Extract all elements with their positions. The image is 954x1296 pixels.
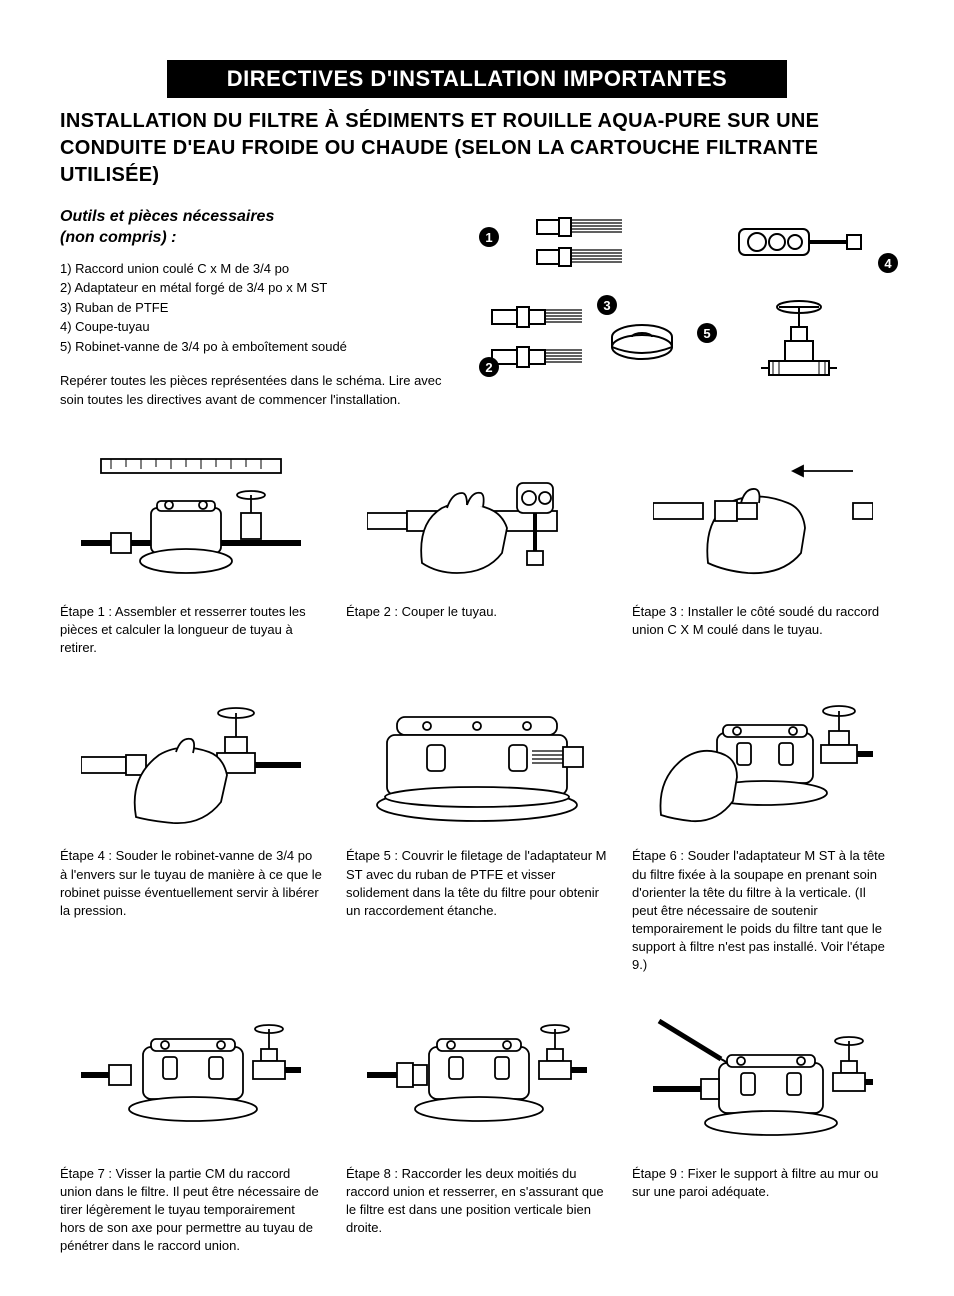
tool-item-2: 2) Adaptateur en métal forgé de 3/4 po x… bbox=[60, 278, 467, 298]
part-badge-3: 3 bbox=[597, 295, 617, 315]
top-row: Outils et pièces nécessaires (non compri… bbox=[60, 207, 894, 423]
tool-item-3: 3) Ruban de PTFE bbox=[60, 298, 467, 318]
step-4: Étape 4 : Souder le robinet-vanne de 3/4… bbox=[60, 697, 322, 974]
tools-heading-line2: (non compris) : bbox=[60, 229, 176, 246]
step-9: Étape 9 : Fixer le support à filtre au m… bbox=[632, 1015, 894, 1256]
step-1-text: Étape 1 : Assembler et resserrer toutes … bbox=[60, 603, 322, 658]
tool-item-5: 5) Robinet-vanne de 3/4 po à emboîtement… bbox=[60, 337, 467, 357]
step-8-figure bbox=[367, 1015, 587, 1155]
step-9-text: Étape 9 : Fixer le support à filtre au m… bbox=[632, 1165, 894, 1201]
parts-diagram: 1 4 bbox=[487, 207, 894, 423]
tool-item-1: 1) Raccord union coulé C x M de 3/4 po bbox=[60, 259, 467, 279]
step-9-figure bbox=[653, 1015, 873, 1155]
part-badge-4: 4 bbox=[878, 253, 898, 273]
step-7-text: Étape 7 : Visser la partie CM du raccord… bbox=[60, 1165, 322, 1256]
intro-text: Repérer toutes les pièces représentées d… bbox=[60, 372, 467, 410]
pipe-cutter-icon bbox=[729, 207, 869, 277]
step-4-text: Étape 4 : Souder le robinet-vanne de 3/4… bbox=[60, 847, 322, 920]
page-title: INSTALLATION DU FILTRE À SÉDIMENTS ET RO… bbox=[60, 108, 894, 189]
step-7-figure bbox=[81, 1015, 301, 1155]
part-5-cell: 5 bbox=[703, 297, 894, 387]
tools-column: Outils et pièces nécessaires (non compri… bbox=[60, 207, 467, 423]
step-2: Étape 2 : Couper le tuyau. bbox=[346, 453, 608, 658]
tool-item-4: 4) Coupe-tuyau bbox=[60, 317, 467, 337]
part-1-cell: 1 bbox=[487, 207, 687, 277]
tools-heading: Outils et pièces nécessaires (non compri… bbox=[60, 207, 467, 249]
step-3-figure bbox=[653, 453, 873, 593]
adapter-tape-icon bbox=[487, 302, 687, 382]
step-7: Étape 7 : Visser la partie CM du raccord… bbox=[60, 1015, 322, 1256]
part-badge-5: 5 bbox=[697, 323, 717, 343]
union-fitting-icon bbox=[532, 212, 642, 272]
step-6-figure bbox=[653, 697, 873, 837]
gate-valve-icon bbox=[749, 297, 849, 387]
steps-grid: Étape 1 : Assembler et resserrer toutes … bbox=[60, 453, 894, 1256]
step-1: Étape 1 : Assembler et resserrer toutes … bbox=[60, 453, 322, 658]
banner-title: DIRECTIVES D'INSTALLATION IMPORTANTES bbox=[167, 60, 787, 98]
step-3-text: Étape 3 : Installer le côté soudé du rac… bbox=[632, 603, 894, 639]
step-6: Étape 6 : Souder l'adaptateur M ST à la … bbox=[632, 697, 894, 974]
part-2-3-cell: 2 3 bbox=[487, 297, 687, 387]
step-2-figure bbox=[367, 453, 587, 593]
part-badge-2: 2 bbox=[479, 357, 499, 377]
step-3: Étape 3 : Installer le côté soudé du rac… bbox=[632, 453, 894, 658]
step-8-text: Étape 8 : Raccorder les deux moitiés du … bbox=[346, 1165, 608, 1238]
tools-heading-line1: Outils et pièces nécessaires bbox=[60, 208, 274, 225]
step-1-figure bbox=[81, 453, 301, 593]
step-2-text: Étape 2 : Couper le tuyau. bbox=[346, 603, 608, 621]
tools-list: 1) Raccord union coulé C x M de 3/4 po 2… bbox=[60, 259, 467, 357]
step-6-text: Étape 6 : Souder l'adaptateur M ST à la … bbox=[632, 847, 894, 974]
step-5-figure bbox=[367, 697, 587, 837]
step-5: Étape 5 : Couvrir le filetage de l'adapt… bbox=[346, 697, 608, 974]
part-badge-1: 1 bbox=[479, 227, 499, 247]
step-4-figure bbox=[81, 697, 301, 837]
step-8: Étape 8 : Raccorder les deux moitiés du … bbox=[346, 1015, 608, 1256]
step-5-text: Étape 5 : Couvrir le filetage de l'adapt… bbox=[346, 847, 608, 920]
part-4-cell: 4 bbox=[703, 207, 894, 277]
